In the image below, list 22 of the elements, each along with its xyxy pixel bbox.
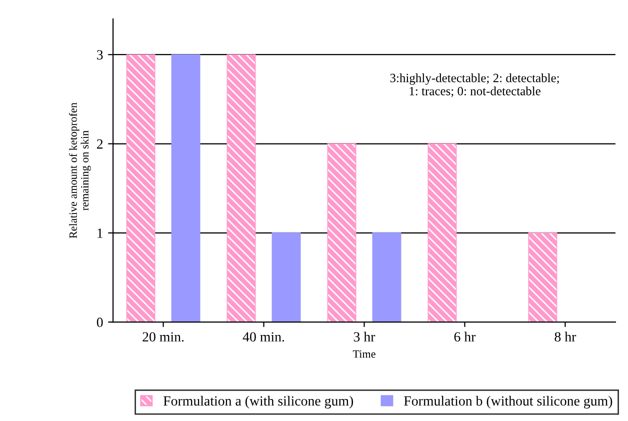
- y-tick-label: 3: [97, 50, 103, 60]
- y-axis-title: Relative amount of ketoprofen remaining on skin: [68, 102, 91, 238]
- x-tick-label: 20 min.: [142, 332, 184, 342]
- bar: [171, 54, 200, 322]
- bar: [372, 232, 402, 322]
- bar: [226, 54, 256, 322]
- y-tick-label: 2: [96, 139, 103, 149]
- y-tick-label: 0: [96, 318, 103, 328]
- bar: [327, 143, 356, 322]
- y-tick-label: 1: [98, 228, 102, 238]
- x-tick-label: 40 min.: [242, 332, 284, 342]
- x-axis-title: Time: [352, 350, 376, 358]
- bar: [126, 54, 156, 322]
- bar: [428, 143, 457, 322]
- x-tick-label: 8 hr: [554, 332, 576, 342]
- x-tick-label: 6 hr: [454, 332, 476, 342]
- annotation: 3:highly-detectable; 2: detectable; 1: traces; 0: not-detectable: [390, 73, 559, 98]
- x-tick-label: 3 hr: [354, 332, 376, 342]
- legend-label: Formulation a (with silicone gum): [163, 396, 354, 408]
- bar: [272, 232, 301, 322]
- legend-label: Formulation b (without silicone gum): [404, 396, 612, 408]
- bar: [528, 232, 558, 322]
